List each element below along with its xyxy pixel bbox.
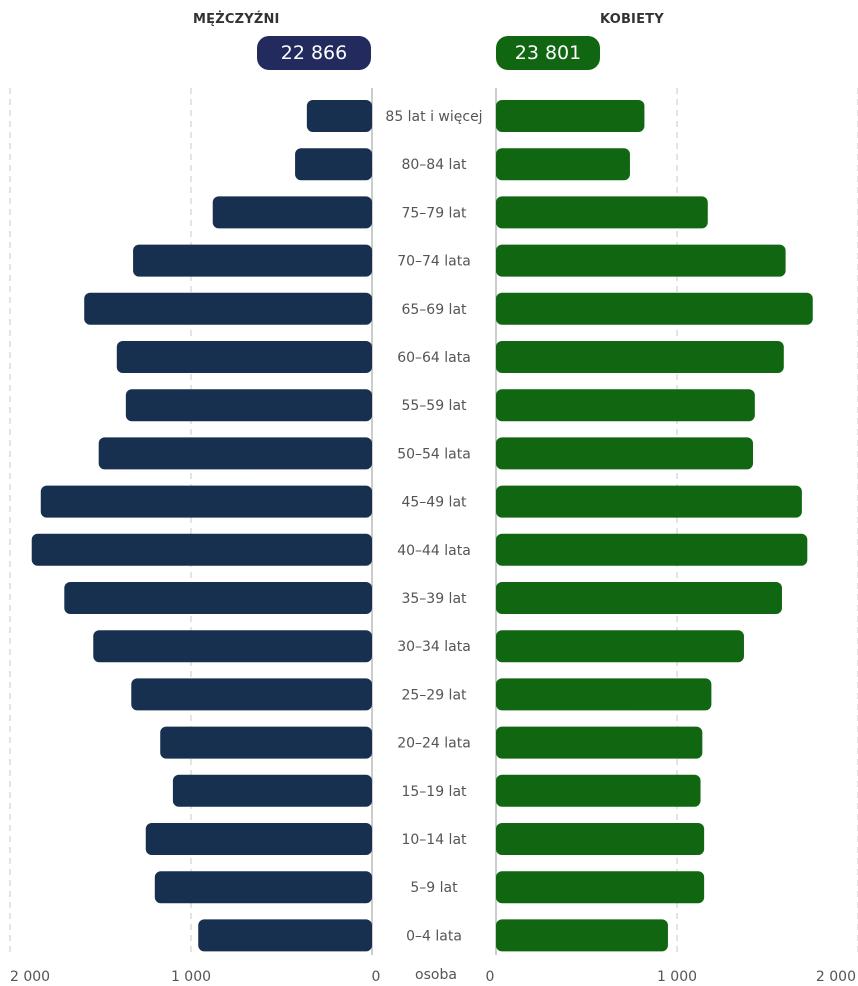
x-tick-label: 2 000 bbox=[816, 969, 856, 985]
bar-women bbox=[496, 582, 782, 614]
bar-men bbox=[172, 774, 372, 807]
bar-men bbox=[198, 919, 372, 952]
category-label: 75–79 lat bbox=[401, 205, 467, 221]
category-label: 25–29 lat bbox=[401, 687, 467, 703]
bar-women bbox=[496, 823, 705, 855]
bar-women bbox=[496, 774, 701, 807]
bar-men bbox=[154, 871, 372, 904]
x-axis-label: osoba bbox=[415, 967, 457, 983]
category-label: 10–14 lat bbox=[401, 832, 467, 848]
category-label: 0–4 lata bbox=[406, 928, 462, 944]
category-label: 85 lat i więcej bbox=[385, 109, 482, 125]
category-label: 5–9 lat bbox=[410, 880, 458, 896]
bar-women bbox=[496, 389, 755, 422]
x-tick-label: 0 bbox=[486, 969, 495, 985]
category-label: 40–44 lata bbox=[397, 543, 471, 559]
bar-women bbox=[496, 100, 645, 132]
bar-women bbox=[496, 148, 630, 181]
bar-women bbox=[496, 485, 802, 518]
x-tick-label: 1 000 bbox=[171, 969, 211, 985]
category-label: 55–59 lat bbox=[401, 398, 467, 414]
bar-men bbox=[84, 292, 373, 325]
category-label: 35–39 lat bbox=[401, 591, 467, 607]
bar-men bbox=[64, 582, 373, 614]
bar-women bbox=[496, 678, 712, 711]
x-tick-label: 0 bbox=[372, 969, 381, 985]
women-header: KOBIETY bbox=[600, 12, 664, 27]
bar-men bbox=[160, 726, 372, 759]
bar-men bbox=[295, 148, 372, 181]
bar-women bbox=[496, 919, 668, 952]
women-total-badge: 23 801 bbox=[496, 36, 600, 70]
category-label: 65–69 lat bbox=[401, 302, 467, 318]
x-tick-label: 2 000 bbox=[10, 969, 50, 985]
category-label: 15–19 lat bbox=[401, 784, 467, 800]
bar-women bbox=[496, 196, 708, 229]
category-label: 30–34 lata bbox=[397, 639, 471, 655]
bar-women bbox=[496, 871, 705, 904]
category-label: 50–54 lata bbox=[397, 446, 471, 462]
bar-women bbox=[496, 292, 813, 325]
bar-women bbox=[496, 341, 784, 373]
bar-men bbox=[40, 485, 373, 518]
x-tick-label: 1 000 bbox=[657, 969, 697, 985]
bar-women bbox=[496, 244, 786, 277]
men-total-badge: 22 866 bbox=[257, 36, 371, 70]
bar-men bbox=[98, 437, 372, 470]
bar-women bbox=[496, 533, 808, 566]
bar-women bbox=[496, 726, 703, 759]
bar-men bbox=[93, 630, 372, 663]
bar-men bbox=[125, 389, 372, 422]
bar-women bbox=[496, 437, 754, 470]
bar-women bbox=[496, 630, 744, 663]
bar-men bbox=[131, 678, 372, 711]
bar-men bbox=[145, 823, 372, 855]
men-header: MĘŻCZYŹNI bbox=[193, 12, 280, 27]
category-label: 70–74 lata bbox=[397, 254, 471, 270]
category-label: 80–84 lat bbox=[401, 157, 467, 173]
category-label: 60–64 lata bbox=[397, 350, 471, 366]
bar-men bbox=[133, 244, 372, 277]
category-label: 45–49 lat bbox=[401, 495, 467, 511]
category-label: 20–24 lata bbox=[397, 736, 471, 752]
bar-men bbox=[212, 196, 372, 229]
bar-men bbox=[116, 341, 372, 373]
bar-men bbox=[31, 533, 372, 566]
bar-men bbox=[306, 100, 372, 132]
